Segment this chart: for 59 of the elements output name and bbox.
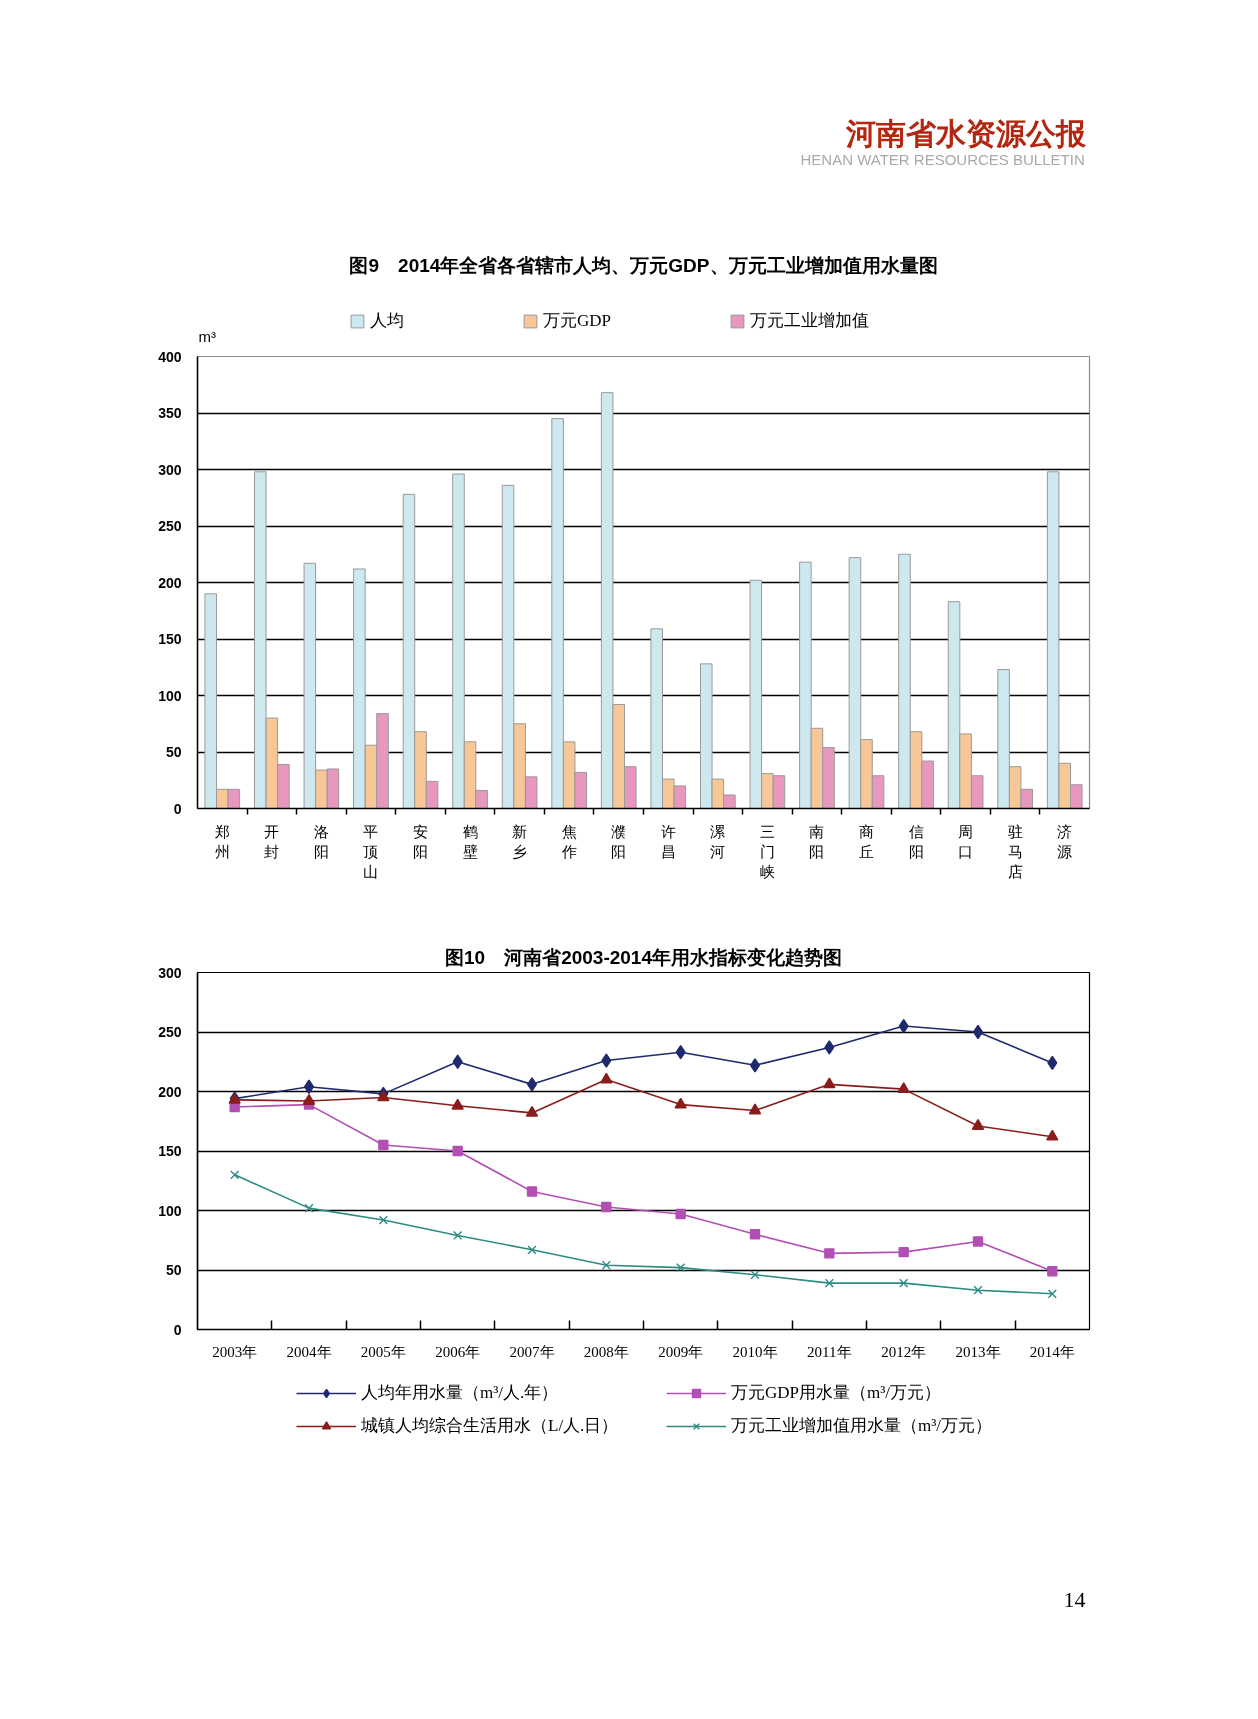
x-tick-label: 2008年 [583,1343,629,1360]
x-tick-label: 洛阳 [313,822,329,860]
legend-label: 人均 [370,310,404,332]
x-tick-label: 2005年 [360,1343,406,1360]
text: 14 [1063,1586,1086,1612]
x-tick-label: 漯河 [710,822,726,860]
y-tick-label: 400 [158,348,182,365]
y-axis-title: m³ [198,327,216,345]
x-tick-label: 濮阳 [611,822,627,860]
legend-label: 万元工业增加值用水量（m³/万元） [731,1415,994,1437]
x-tick-label: 焦作 [560,822,577,860]
text: 河南省水资源公报 [844,116,1087,150]
y-tick-label: 150 [158,631,182,647]
x-tick-label: 2012年 [881,1343,927,1360]
x-tick-label: 周口 [958,822,974,860]
x-tick-label: 2014年 [1029,1343,1075,1360]
x-tick-label: 商丘 [859,822,874,860]
x-tick-label: 许昌 [660,822,676,860]
x-tick-label: 安阳 [413,822,428,860]
y-tick-label: 200 [158,1083,182,1100]
x-tick-label: 新乡 [512,822,528,860]
y-tick-label: 250 [158,518,182,534]
chart-title: 图10 河南省2003-2014年用水指标变化趋势图 [445,946,842,968]
x-tick-label: 济源 [1057,822,1073,860]
text: HENAN WATER RESOURCES BULLETIN [800,150,1085,168]
chart-title: 图9 2014年全省各省辖市人均、万元GDP、万元工业增加值用水量图 [349,254,938,276]
y-tick-label: 350 [158,405,182,421]
x-tick-label: 2013年 [955,1343,1001,1360]
x-tick-label: 驻马店 [1007,822,1023,881]
y-tick-label: 0 [173,1321,182,1338]
x-tick-label: 开封 [264,822,280,860]
x-tick-label: 2003年 [212,1343,258,1360]
y-tick-label: 50 [165,1262,182,1278]
x-tick-label: 平顶山 [363,822,379,881]
x-tick-label: 南阳 [809,822,825,860]
legend-label: 城镇人均综合生活用水（L/人.日） [361,1415,620,1437]
y-tick-label: 200 [158,574,182,591]
x-tick-label: 2004年 [286,1343,332,1360]
y-tick-label: 100 [158,1202,182,1219]
x-tick-label: 郑州 [214,822,230,860]
y-tick-label: 150 [158,1143,182,1159]
y-tick-label: 300 [158,461,182,478]
x-tick-label: 2007年 [509,1343,555,1360]
x-tick-label: 2006年 [435,1343,481,1360]
y-tick-label: 250 [158,1024,182,1040]
x-tick-label: 鹤壁 [462,822,478,860]
x-tick-label: 2011年 [807,1343,852,1360]
legend-label: 万元GDP [543,310,612,332]
x-tick-label: 2010年 [732,1343,778,1360]
y-tick-label: 50 [165,744,182,760]
y-tick-label: 100 [158,687,182,704]
y-tick-label: 300 [158,964,182,981]
legend-label: 万元工业增加值 [750,310,870,332]
x-tick-label: 2009年 [658,1343,704,1360]
legend-label: 万元GDP用水量（m³/万元） [731,1382,943,1404]
x-tick-label: 三门峡 [759,822,775,881]
y-tick-label: 0 [173,800,182,817]
legend-label: 人均年用水量（m³/人.年） [361,1382,560,1404]
x-tick-label: 信阳 [908,822,924,860]
